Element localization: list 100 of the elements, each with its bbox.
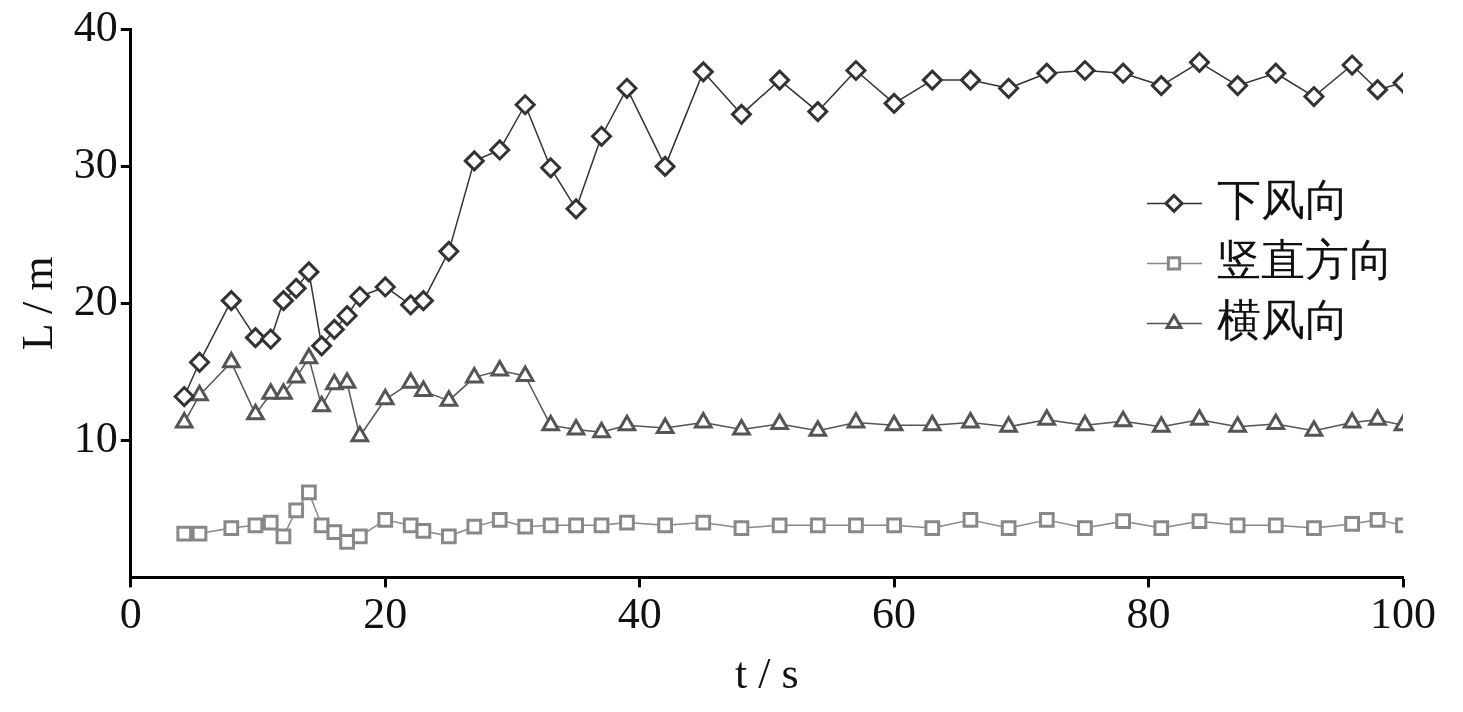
point	[323, 318, 345, 340]
point	[402, 517, 419, 534]
point	[808, 420, 828, 437]
point	[1344, 516, 1360, 532]
point	[517, 518, 534, 535]
point	[190, 384, 209, 402]
point	[466, 518, 483, 535]
point	[415, 522, 432, 539]
point	[565, 198, 587, 220]
point	[692, 61, 714, 83]
point	[438, 240, 460, 262]
y-axis-title: L / m	[12, 256, 62, 351]
point	[1369, 512, 1386, 528]
point	[921, 69, 943, 91]
legend-label: 下风向	[1217, 175, 1349, 225]
point	[998, 77, 1020, 99]
point	[657, 517, 673, 534]
point	[514, 94, 536, 116]
point	[299, 347, 319, 365]
x-tick-label: 0	[119, 589, 142, 639]
point	[326, 524, 343, 541]
point	[542, 517, 559, 534]
point	[223, 520, 240, 536]
point	[191, 525, 208, 542]
point	[961, 412, 980, 429]
point	[1227, 75, 1249, 97]
point	[311, 335, 333, 357]
x-tick-label: 20	[363, 589, 408, 639]
point	[1075, 414, 1095, 432]
point	[1306, 520, 1322, 536]
point	[1112, 62, 1134, 84]
point	[962, 512, 979, 528]
point	[769, 69, 791, 91]
point	[654, 155, 676, 177]
point	[440, 528, 457, 545]
point	[174, 412, 194, 429]
point	[489, 139, 511, 161]
point	[515, 365, 535, 383]
point	[439, 390, 459, 407]
point	[1367, 79, 1389, 101]
point	[349, 286, 371, 308]
point	[375, 388, 395, 406]
point	[619, 514, 635, 531]
point	[959, 69, 981, 91]
point	[884, 414, 904, 432]
point	[807, 101, 829, 123]
point	[655, 417, 675, 435]
point	[414, 380, 433, 398]
point	[922, 414, 942, 432]
point	[412, 290, 434, 312]
point	[540, 157, 562, 179]
point	[1303, 86, 1325, 108]
point	[541, 414, 560, 432]
point	[491, 512, 508, 528]
point	[463, 150, 485, 172]
point	[591, 125, 613, 147]
point	[1038, 512, 1055, 528]
point	[568, 517, 584, 534]
point	[490, 360, 510, 377]
point	[272, 290, 294, 312]
point	[809, 517, 826, 534]
point	[593, 517, 610, 534]
point	[274, 383, 293, 400]
point	[260, 328, 282, 350]
point	[771, 517, 788, 534]
x-tick-label: 40	[617, 589, 662, 639]
point	[1153, 520, 1170, 536]
x-tick-label: 80	[1126, 589, 1171, 639]
point	[1074, 60, 1096, 81]
point	[1228, 416, 1247, 433]
point	[1113, 410, 1133, 428]
point	[176, 525, 193, 542]
point	[1188, 51, 1210, 73]
point	[262, 514, 279, 531]
point	[1341, 54, 1363, 76]
x-tick-label: 60	[872, 589, 917, 639]
point	[285, 277, 307, 299]
point	[1265, 62, 1287, 84]
point	[377, 512, 394, 528]
point	[1229, 517, 1246, 534]
point	[350, 425, 370, 443]
point	[730, 103, 752, 125]
point	[1151, 416, 1171, 433]
point	[1036, 62, 1058, 84]
point	[1115, 513, 1131, 530]
point	[288, 502, 305, 519]
point	[301, 484, 317, 501]
point	[845, 60, 867, 81]
point	[244, 327, 266, 349]
point	[848, 517, 864, 534]
point	[173, 386, 195, 408]
point	[999, 416, 1018, 433]
point	[883, 92, 905, 114]
point	[886, 517, 902, 534]
point	[247, 517, 264, 534]
legend-label: 横风向	[1217, 295, 1349, 345]
y-tick-label: 30	[73, 138, 118, 188]
point	[374, 276, 396, 298]
point	[694, 412, 713, 429]
point	[351, 528, 368, 545]
